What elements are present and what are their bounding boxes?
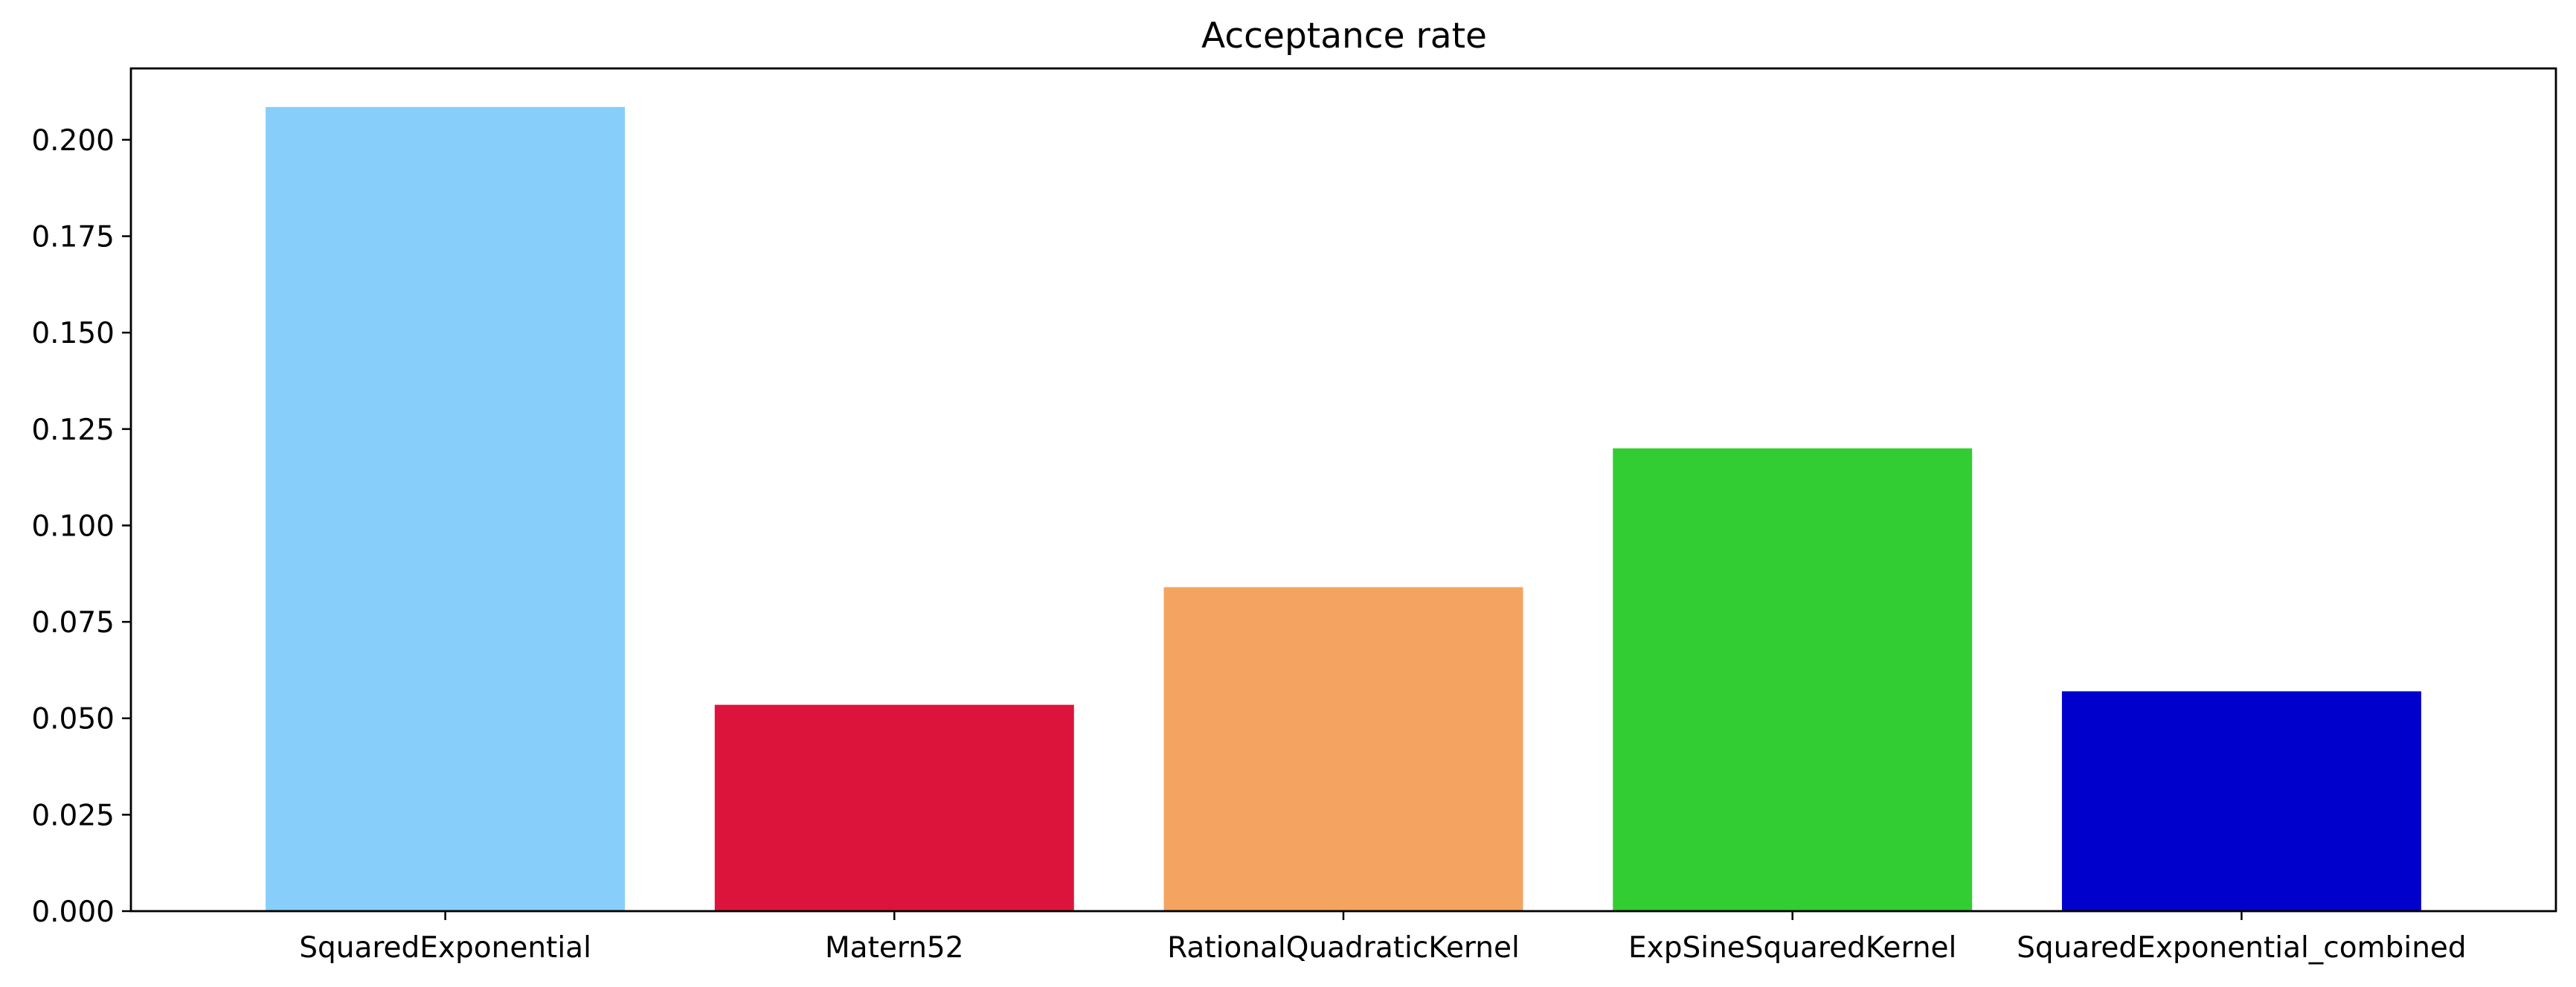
x-tick-label: SquaredExponential_combined: [2017, 931, 2467, 965]
y-tick-label: 0.075: [31, 606, 115, 640]
x-tick-label: RationalQuadraticKernel: [1167, 931, 1520, 965]
y-tick-label: 0.025: [31, 799, 115, 832]
x-axis: SquaredExponential Matern52 RationalQuadra…: [299, 911, 2467, 965]
y-tick-label: 0.150: [31, 317, 115, 350]
y-tick-label: 0.100: [31, 509, 115, 543]
bar-series: [266, 106, 2421, 912]
y-tick-label: 0.200: [31, 124, 115, 158]
chart-title: Acceptance rate: [1201, 16, 1487, 57]
x-tick-label: ExpSineSquaredKernel: [1628, 931, 1956, 965]
y-axis: 0.000 0.025 0.050 0.075 0.100 0.125 0.150 0.175…: [31, 124, 131, 929]
bar-SquaredExponential: [266, 106, 626, 912]
y-tick-label: 0.050: [31, 703, 115, 736]
y-tick-label: 0.125: [31, 414, 115, 447]
x-tick-label: Matern52: [825, 931, 964, 965]
y-tick-label: 0.000: [31, 896, 115, 929]
bar-RationalQuadraticKernel: [1163, 587, 1523, 911]
bar-ExpSineSquaredKernel: [1613, 448, 1973, 911]
plot-frame: [129, 67, 2557, 913]
bar-Matern52: [714, 704, 1074, 911]
x-tick-label: SquaredExponential: [299, 931, 591, 965]
y-tick-label: 0.175: [31, 221, 115, 254]
bar-SquaredExponential_combined: [2061, 691, 2421, 911]
